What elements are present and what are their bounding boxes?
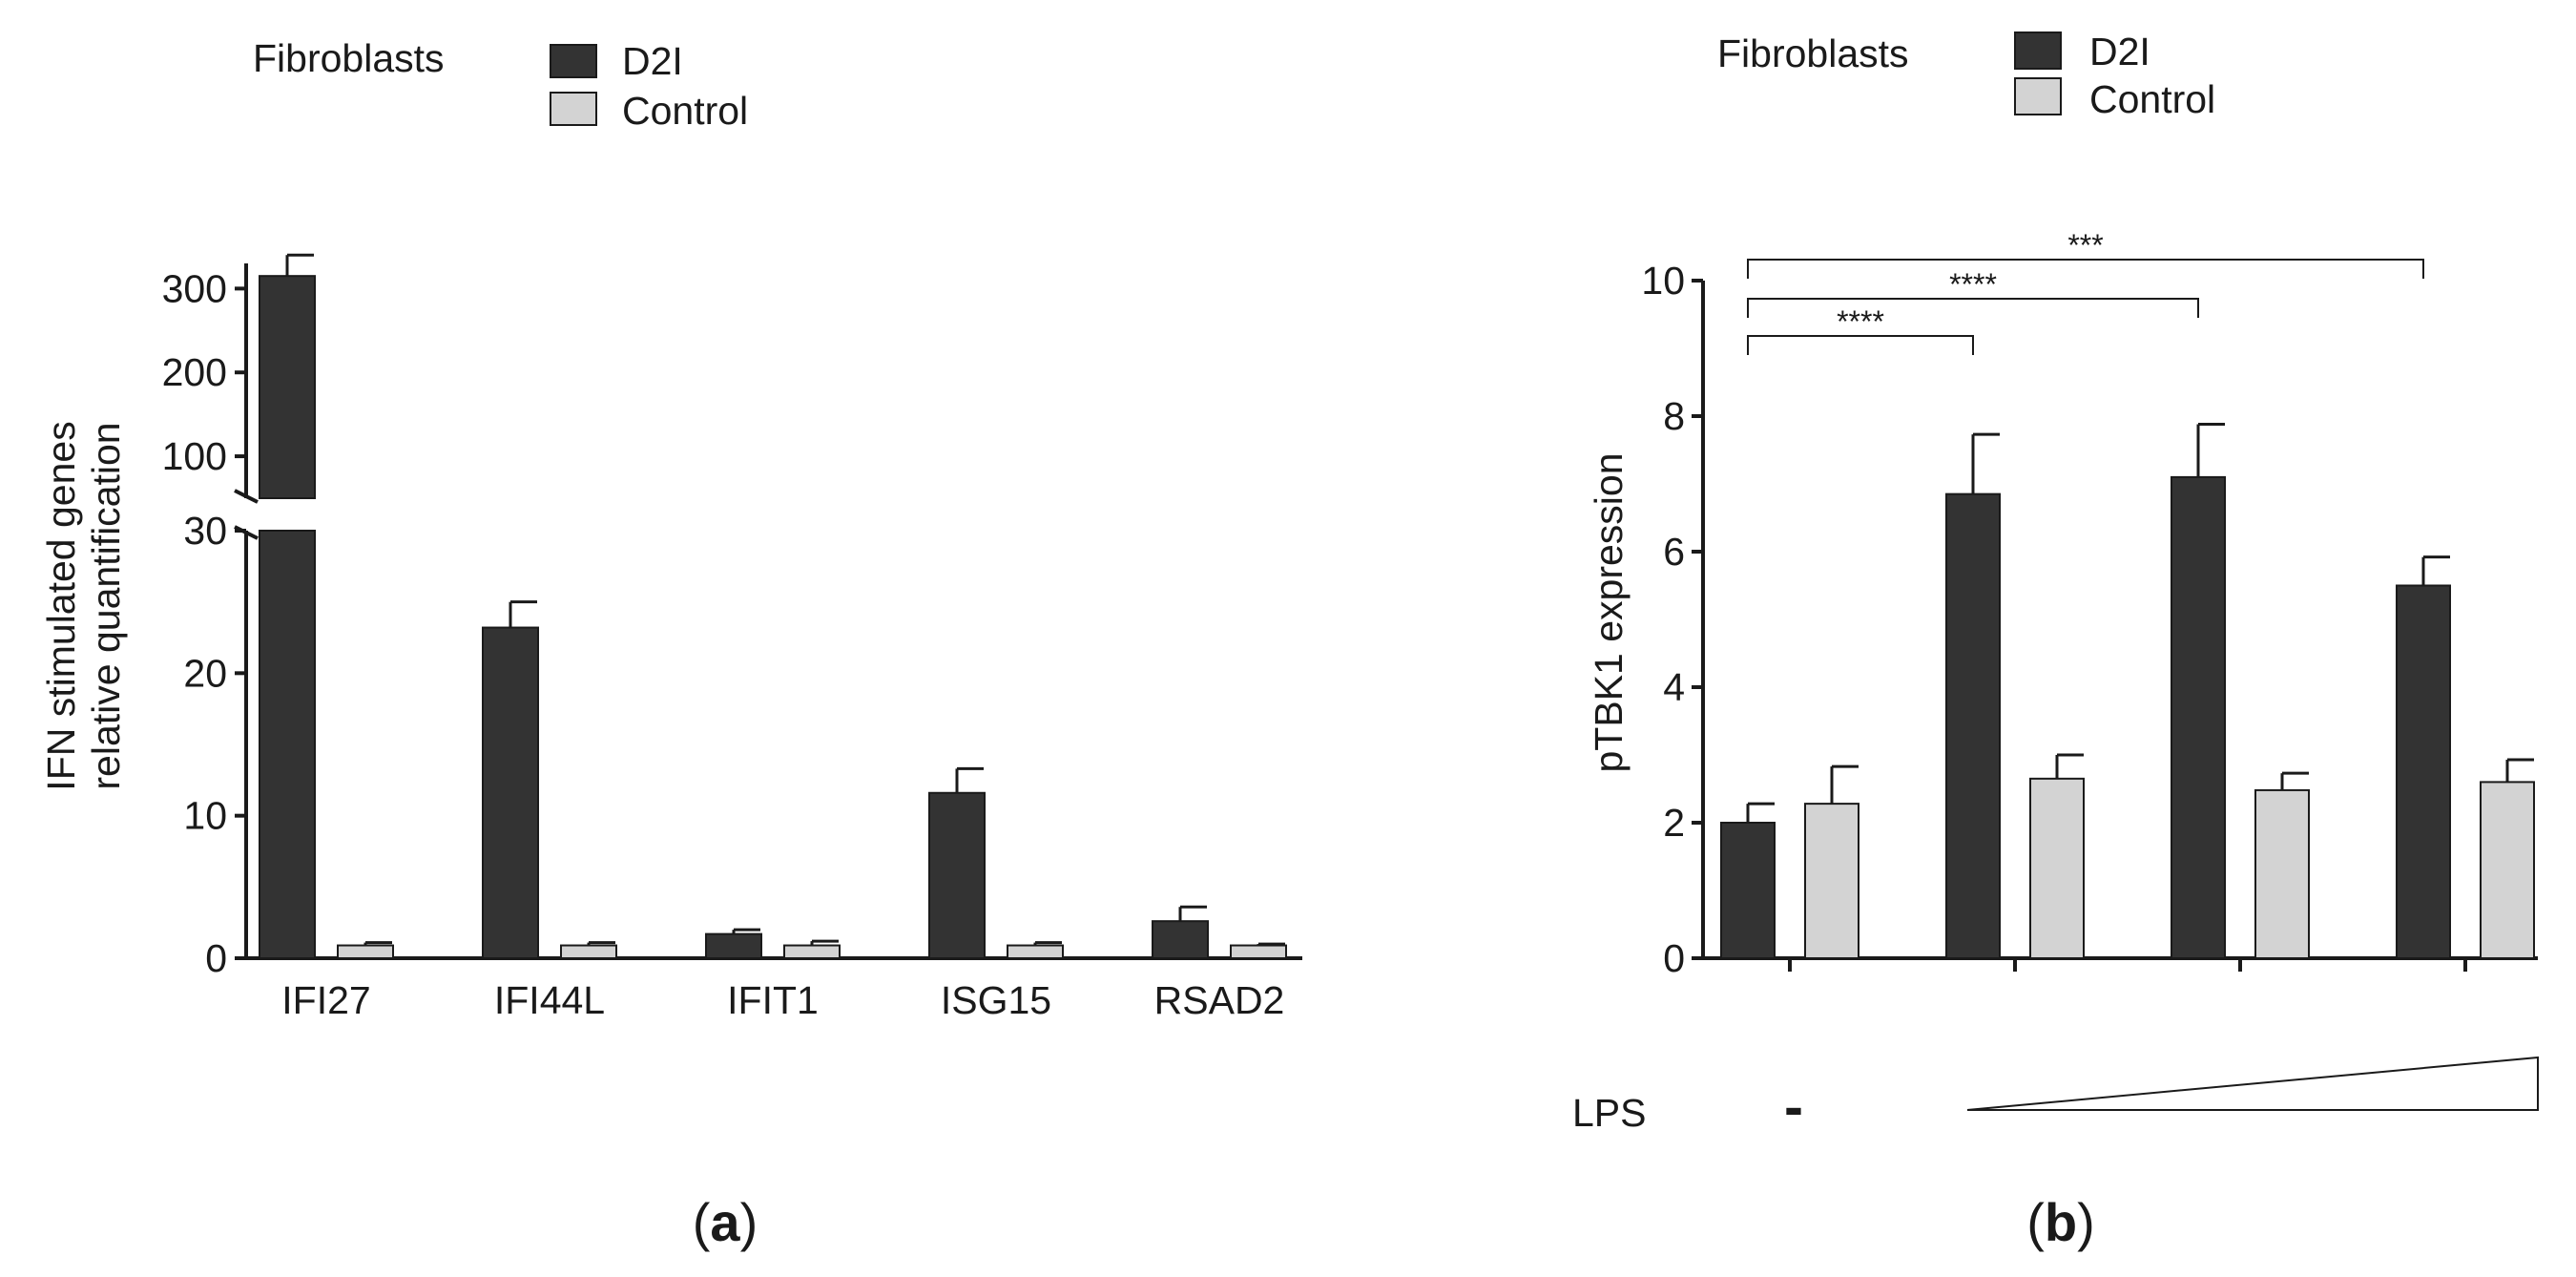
bar-a-control-rsad2 [1230,944,1287,959]
category-label-ifit1: IFIT1 [727,978,819,1022]
legend-a-control-swatch [550,92,597,126]
panel-b-ylabel: pTBK1 expression [1587,452,1631,772]
panel-b-x-ticks [1788,958,2467,972]
bar-a-control-ifit1 [783,944,841,959]
legend-a-control-label: Control [622,89,748,133]
panel-a-categories: IFI27 IFI44L IFIT1 ISG15 RSAD2 [281,978,1284,1022]
panel-a-label: (a) [693,1192,758,1252]
panel-b-label: (b) [2026,1192,2095,1252]
bar-a-d2i-rsad2 [1152,920,1209,960]
panel-b-ytick-label-6: 6 [1663,530,1685,574]
legend-a-d2i-label: D2I [622,39,683,83]
legend-a-title: Fibroblasts [253,36,445,80]
panel-a-ytick-label-lower-10: 10 [183,794,227,838]
panel-a-ytick-label-upper-100: 100 [162,434,227,478]
bar-b-d2i-group-4 [2396,584,2451,959]
panel-a-ytick-label-upper-300: 300 [162,266,227,310]
bar-b-control-group-2 [2029,777,2085,959]
legend-b-control-label: Control [2089,77,2215,121]
lps-none-mark: - [1784,1075,1803,1139]
panel-a-ytick-label-lower-30: 30 [183,509,227,553]
bar-a-d2i-ifi44l [482,626,539,960]
panel-b-letter: b [2045,1192,2077,1252]
category-label-rsad2: RSAD2 [1154,978,1285,1022]
panel-a-axes [234,263,1302,960]
bar-b-d2i-group-2 [1945,492,2001,960]
bar-a-control-ifi27 [337,944,394,959]
panel-a-break-mark-upper [234,489,259,504]
bar-b-control-group-4 [2480,781,2535,960]
category-label-ifi27: IFI27 [281,978,370,1022]
lps-label: LPS [1572,1091,1647,1135]
panel-a-bars [259,253,1287,960]
bar-b-d2i-group-1 [1720,822,1776,959]
significance-bracket-1 [1747,335,1974,355]
bar-a-control-isg15 [1007,944,1064,959]
panel-a-letter: a [710,1192,740,1252]
bar-b-d2i-group-3 [2171,475,2226,959]
panel-a-ylabel-line1: IFN stimulated genes [39,421,83,790]
panel-b-ticks: 0 2 4 6 8 10 [1641,259,1703,980]
category-label-isg15: ISG15 [941,978,1051,1022]
bar-b-control-group-1 [1804,803,1859,959]
panel-a-ytick-label-lower-0: 0 [205,936,227,980]
legend-b-title: Fibroblasts [1717,31,1909,75]
bar-a-d2i-isg15 [928,791,986,959]
legend-b-control-swatch [2014,77,2062,115]
bar-b-control-group-3 [2254,788,2310,959]
significance-bracket-2 [1747,298,2199,318]
panel-b-ytick-label-10: 10 [1641,259,1685,303]
panel-b-bars [1720,423,2535,960]
legend-a-d2i-swatch [550,44,597,78]
legend-b-d2i-label: D2I [2089,30,2150,73]
bar-a-d2i-ifi27-upper [259,275,316,499]
significance-label-2: **** [1949,267,1997,302]
category-label-ifi44l: IFI44L [494,978,605,1022]
panel-b-ytick-label-4: 4 [1663,665,1685,709]
lps-gradient-triangle [1966,1056,2539,1111]
bar-a-d2i-ifi27-lower [259,530,316,959]
panel-a-ytick-label-upper-200: 200 [162,350,227,394]
bar-a-d2i-ifit1 [705,932,762,960]
panel-a-ylabel-line2: relative quantification [84,422,128,789]
significance-bracket-3 [1747,259,2424,279]
panel-a-ticks: 0 10 20 30 100 200 300 [162,266,246,980]
bar-a-control-ifi44l [560,944,617,959]
panel-b-significance: *********** [1747,228,2424,355]
legend-b-d2i-swatch [2014,31,2062,70]
significance-label-1: **** [1837,304,1884,339]
panel-a-ytick-label-lower-20: 20 [183,651,227,695]
panel-b-ytick-label-8: 8 [1663,394,1685,438]
panel-b-ytick-label-2: 2 [1663,801,1685,845]
panel-b-ytick-label-0: 0 [1663,936,1685,980]
significance-label-3: *** [2067,228,2103,262]
